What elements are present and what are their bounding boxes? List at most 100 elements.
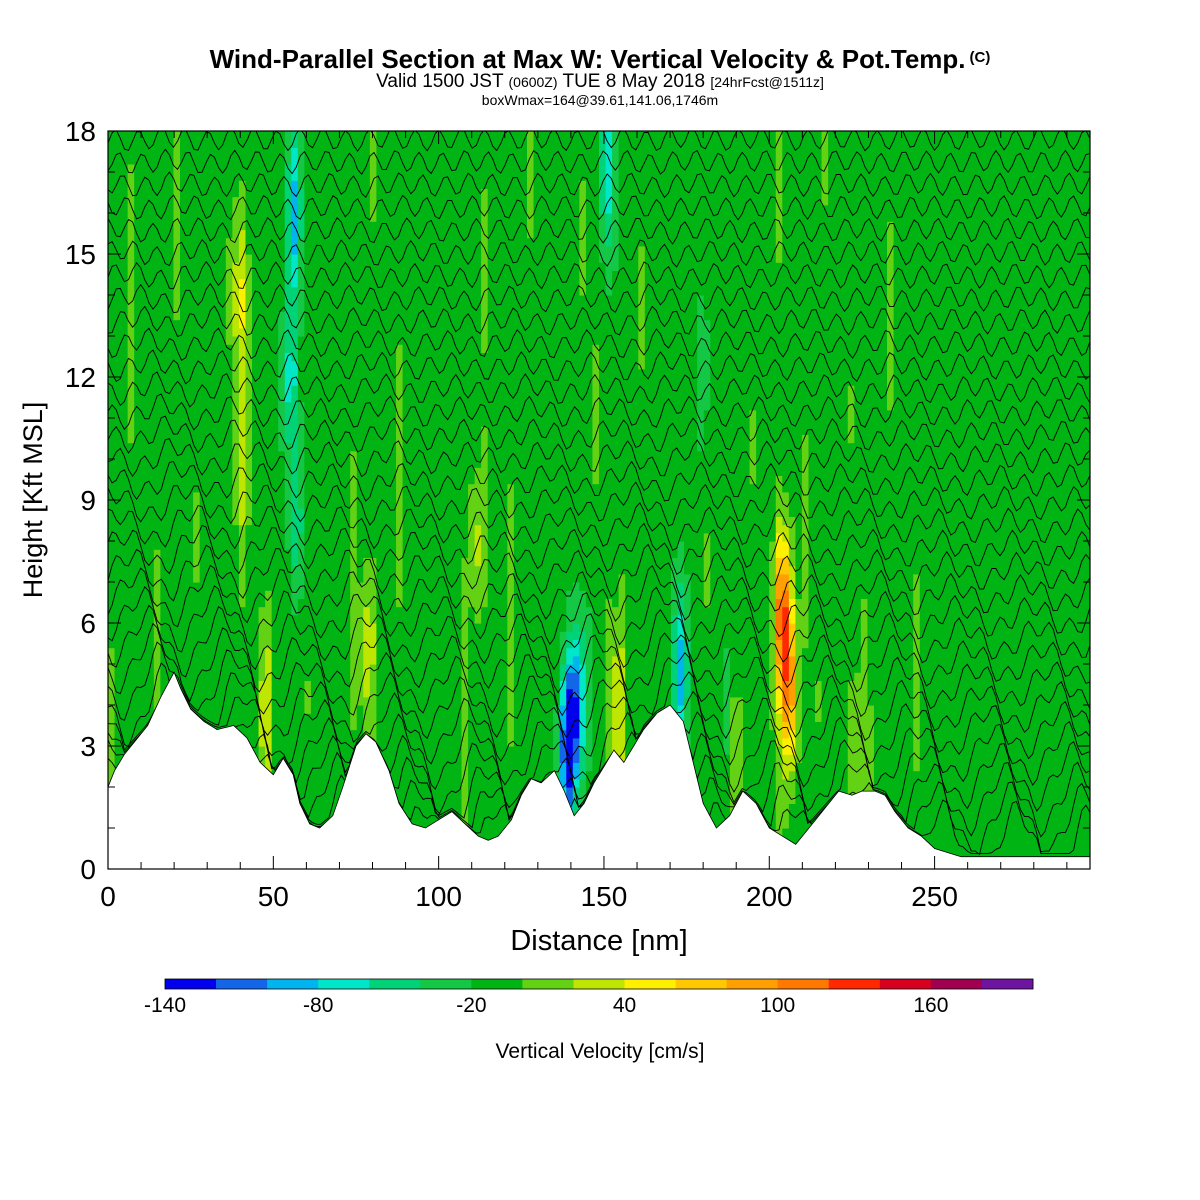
w-cell (147, 352, 155, 362)
w-cell (297, 426, 305, 435)
w-cell (435, 582, 443, 591)
w-cell (448, 655, 456, 665)
w-cell (382, 475, 391, 485)
w-cell (382, 286, 391, 296)
w-cell (454, 565, 463, 575)
w-cell (297, 664, 305, 673)
w-cell (258, 270, 266, 280)
w-cell (166, 377, 175, 386)
w-cell (310, 811, 319, 821)
w-cell (173, 303, 181, 312)
w-cell (454, 631, 463, 640)
w-cell (441, 590, 450, 599)
w-cell (330, 204, 338, 214)
w-cell (225, 696, 233, 706)
w-cell (376, 705, 384, 714)
w-cell (258, 360, 266, 370)
w-cell (402, 778, 410, 788)
w-cell (212, 606, 220, 616)
w-cell (278, 303, 286, 312)
w-cell (199, 491, 207, 501)
w-cell (363, 344, 371, 353)
w-cell (108, 557, 116, 567)
w-cell (140, 188, 148, 198)
w-cell (284, 524, 292, 534)
w-cell (369, 631, 378, 640)
w-cell (225, 188, 233, 198)
w-cell (265, 270, 273, 280)
w-cell (160, 196, 168, 206)
w-cell (468, 696, 476, 706)
w-cell (212, 327, 220, 337)
w-cell (343, 582, 351, 591)
w-cell (304, 713, 312, 722)
w-cell (153, 213, 161, 222)
w-cell (324, 573, 332, 583)
w-cell (212, 524, 220, 534)
w-cell (435, 262, 443, 271)
w-cell (389, 680, 397, 690)
w-cell (134, 254, 142, 263)
w-cell (252, 344, 260, 353)
w-cell (180, 172, 188, 181)
w-cell (114, 746, 122, 755)
w-cell (278, 327, 286, 337)
w-cell (461, 319, 469, 329)
w-cell (127, 426, 135, 435)
w-cell (396, 795, 404, 804)
w-cell (153, 426, 161, 435)
w-cell (441, 565, 450, 575)
w-cell (219, 516, 227, 526)
w-cell (199, 319, 207, 329)
w-cell (330, 680, 338, 690)
w-cell (180, 655, 188, 665)
w-cell (297, 409, 305, 419)
w-cell (382, 262, 391, 271)
w-cell (173, 311, 181, 321)
w-cell (356, 352, 364, 362)
w-cell (114, 696, 122, 706)
w-cell (232, 688, 240, 698)
w-cell (448, 524, 456, 534)
w-cell (166, 319, 175, 329)
w-cell (396, 352, 404, 362)
w-cell (363, 336, 371, 345)
w-cell (317, 237, 325, 247)
w-cell (337, 196, 345, 206)
w-cell (225, 508, 233, 517)
w-cell (356, 655, 364, 665)
w-cell (428, 131, 436, 140)
w-cell (376, 623, 384, 632)
w-cell (297, 393, 305, 403)
w-cell (454, 147, 463, 157)
w-cell (382, 393, 391, 403)
w-cell (441, 409, 450, 419)
w-cell (238, 163, 247, 173)
w-cell (134, 139, 142, 148)
w-cell (291, 213, 299, 222)
w-cell (193, 450, 201, 460)
w-cell (238, 647, 247, 657)
w-cell (369, 483, 378, 493)
w-cell (409, 491, 417, 501)
w-cell (284, 508, 292, 517)
w-cell (448, 631, 456, 640)
w-cell (343, 614, 351, 624)
w-cell (297, 737, 305, 747)
w-cell (186, 352, 194, 362)
w-cell (343, 278, 351, 288)
w-cell (212, 245, 220, 255)
w-cell (219, 221, 227, 230)
w-cell (127, 131, 135, 140)
w-cell (317, 606, 325, 616)
w-cell (428, 188, 436, 198)
w-cell (310, 639, 319, 649)
w-cell (108, 508, 116, 517)
w-cell (396, 623, 404, 632)
w-cell (147, 360, 155, 370)
w-cell (245, 655, 253, 665)
w-cell (363, 483, 371, 493)
w-cell (376, 516, 384, 526)
w-cell (389, 295, 397, 304)
w-cell (422, 770, 430, 780)
